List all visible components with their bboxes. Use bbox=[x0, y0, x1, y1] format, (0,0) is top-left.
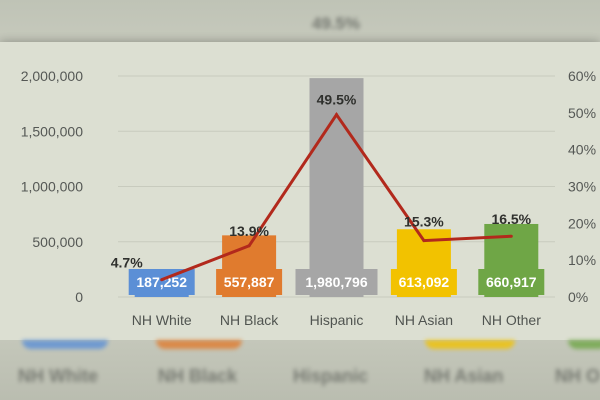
right-axis-tick-label: 10% bbox=[568, 252, 596, 268]
bar-value-label: 557,887 bbox=[224, 274, 275, 290]
background-top-strip bbox=[0, 0, 600, 42]
bar-value-box bbox=[216, 269, 283, 295]
percentage-label: 16.5% bbox=[491, 211, 531, 227]
left-axis-tick-label: 0 bbox=[75, 289, 83, 305]
bar-value-box bbox=[128, 269, 195, 295]
left-axis-tick-label: 1,000,000 bbox=[21, 179, 83, 195]
ghost-label-nh-other: NH O bbox=[555, 366, 600, 386]
combo-chart: 0 500,000 1,000,000 1,500,000 2,000,000 0% 10%… bbox=[21, 68, 596, 328]
bar-value-label: 187,252 bbox=[136, 274, 187, 290]
category-label: NH Black bbox=[220, 312, 279, 328]
blurred-background-category-labels: NH White NH Black Hispanic NH Asian NH O bbox=[0, 366, 600, 396]
category-label: NH Other bbox=[482, 312, 541, 328]
line-point bbox=[509, 234, 513, 238]
right-axis-tick-label: 0% bbox=[568, 289, 588, 305]
left-axis-tick-label: 1,500,000 bbox=[21, 123, 83, 139]
line-point bbox=[422, 239, 426, 243]
category-label: Hispanic bbox=[310, 312, 364, 328]
line-point bbox=[247, 244, 251, 248]
background-bottom-strip bbox=[0, 340, 600, 400]
bar-value-box bbox=[390, 269, 457, 295]
left-axis-tick-label: 500,000 bbox=[32, 234, 83, 250]
ghost-label-nh-white: NH White bbox=[18, 366, 98, 386]
percentage-label: 49.5% bbox=[317, 92, 357, 108]
right-axis-tick-label: 60% bbox=[568, 68, 596, 84]
category-label: NH White bbox=[132, 312, 192, 328]
blurred-background-bars bbox=[0, 340, 600, 352]
right-axis-tick-label: 50% bbox=[568, 105, 596, 121]
bar-value-label: 660,917 bbox=[486, 274, 537, 290]
right-axis-tick-label: 20% bbox=[568, 215, 596, 231]
blurred-background-label: 49.5% bbox=[311, 14, 361, 33]
category-label: NH Asian bbox=[395, 312, 453, 328]
right-axis-tick-label: 30% bbox=[568, 179, 596, 195]
right-axis-tick-label: 40% bbox=[568, 142, 596, 158]
left-axis-tick-label: 2,000,000 bbox=[21, 68, 83, 84]
bar-2 bbox=[309, 78, 364, 297]
ghost-label-nh-asian: NH Asian bbox=[424, 366, 504, 386]
bar-value-label: 613,092 bbox=[399, 274, 450, 290]
bar-value-box bbox=[478, 269, 545, 295]
ghost-label-nh-black: NH Black bbox=[158, 366, 238, 386]
line-point bbox=[160, 278, 164, 282]
ghost-label-hispanic: Hispanic bbox=[293, 366, 369, 386]
chart-panel: 0 500,000 1,000,000 1,500,000 2,000,000 0% 10%… bbox=[0, 42, 600, 340]
percentage-label: 15.3% bbox=[404, 214, 444, 230]
percentage-label: 13.9% bbox=[229, 223, 269, 239]
line-point bbox=[335, 113, 338, 117]
bar-value-label: 1,980,796 bbox=[305, 274, 367, 290]
bar-value-box bbox=[295, 269, 378, 295]
percentage-label: 4.7% bbox=[111, 255, 143, 271]
